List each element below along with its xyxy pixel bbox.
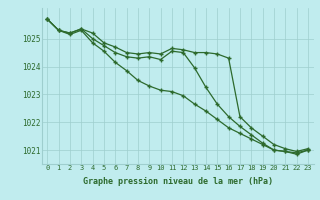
X-axis label: Graphe pression niveau de la mer (hPa): Graphe pression niveau de la mer (hPa) [83, 177, 273, 186]
